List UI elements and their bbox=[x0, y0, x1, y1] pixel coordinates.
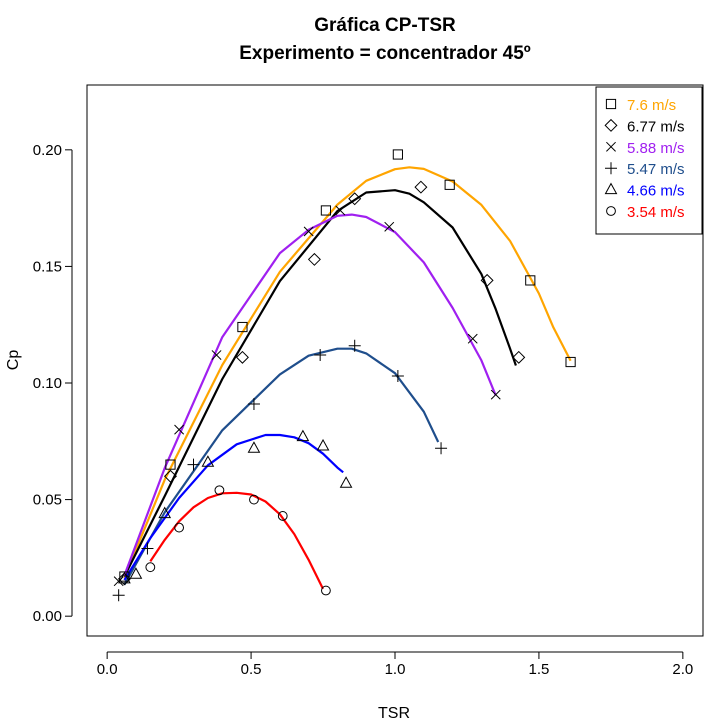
data-point-series-4 bbox=[187, 458, 200, 471]
legend-marker-5 bbox=[604, 182, 618, 195]
legend: 7.6 m/s 6.77 m/s 5.88 m/s 5.47 m/s 4.66 m/s 3… bbox=[595, 86, 703, 235]
y-axis-label: Cp bbox=[5, 350, 22, 371]
y-tick-label: 0.00 bbox=[33, 608, 62, 625]
data-point-series-5 bbox=[129, 567, 143, 579]
legend-box bbox=[595, 86, 703, 235]
data-point-series-1 bbox=[444, 179, 455, 190]
fit-curve-3 bbox=[123, 213, 497, 576]
data-point-series-2 bbox=[117, 572, 131, 586]
legend-label-3: 5.88 m/s bbox=[627, 140, 685, 157]
data-point-series-3 bbox=[467, 333, 478, 344]
y-tick-label: 0.05 bbox=[33, 492, 62, 509]
legend-marker-2 bbox=[604, 118, 618, 132]
data-point-series-2 bbox=[480, 273, 494, 287]
data-point-series-4 bbox=[391, 370, 404, 383]
legend-label-2: 6.77 m/s bbox=[627, 118, 685, 135]
data-point-series-1 bbox=[165, 459, 176, 470]
x-tick-label: 1.5 bbox=[528, 661, 549, 678]
fit-curve-2 bbox=[123, 189, 517, 577]
data-point-series-6 bbox=[249, 494, 259, 505]
legend-marker-1 bbox=[605, 98, 617, 110]
legend-label-5: 4.66 m/s bbox=[627, 183, 685, 200]
data-point-series-5 bbox=[158, 506, 172, 519]
data-point-series-3 bbox=[211, 350, 222, 360]
data-point-series-6 bbox=[214, 485, 225, 496]
data-point-series-2 bbox=[307, 252, 321, 266]
data-point-series-2 bbox=[414, 180, 428, 194]
data-point-series-2 bbox=[348, 192, 362, 206]
y-tick-label: 0.15 bbox=[33, 258, 62, 275]
y-tick-label: 0.10 bbox=[33, 375, 62, 392]
data-point-series-5 bbox=[339, 476, 353, 488]
x-tick-label: 0.5 bbox=[241, 661, 262, 678]
legend-marker-4 bbox=[605, 162, 617, 175]
plot-frame bbox=[86, 84, 704, 637]
data-point-series-3 bbox=[384, 221, 395, 232]
legend-label-1: 7.6 m/s bbox=[627, 97, 676, 114]
data-point-series-4 bbox=[314, 349, 327, 362]
x-tick-label: 1.0 bbox=[385, 661, 406, 678]
data-point-series-3 bbox=[303, 226, 314, 237]
data-point-series-1 bbox=[237, 321, 248, 333]
data-point-series-1 bbox=[392, 149, 403, 160]
x-tick-label: 0.0 bbox=[97, 661, 118, 678]
fit-curve-1 bbox=[123, 166, 572, 579]
y-tick-label: 0.20 bbox=[33, 142, 62, 159]
data-point-series-6 bbox=[277, 511, 288, 521]
legend-marker-6 bbox=[606, 206, 616, 216]
data-point-series-4 bbox=[348, 339, 361, 352]
fit-curve-5 bbox=[123, 433, 344, 581]
data-point-series-4 bbox=[247, 397, 260, 410]
legend-label-4: 5.47 m/s bbox=[627, 161, 685, 178]
data-point-series-5 bbox=[296, 429, 310, 442]
legend-marker-3 bbox=[606, 141, 616, 152]
legend-label-6: 3.54 m/s bbox=[627, 204, 685, 221]
data-point-series-3 bbox=[490, 389, 501, 400]
chart-subtitle: Experimento = concentrador 45º bbox=[239, 43, 531, 64]
fit-curve-6 bbox=[149, 491, 324, 590]
data-point-series-3 bbox=[335, 205, 346, 216]
data-point-series-1 bbox=[525, 275, 536, 286]
chart-title: Gráfica CP-TSR bbox=[314, 15, 456, 36]
data-point-series-6 bbox=[145, 562, 156, 573]
x-axis-label: TSR bbox=[378, 705, 410, 722]
data-point-series-6 bbox=[321, 585, 331, 596]
data-point-series-5 bbox=[201, 455, 215, 467]
data-point-series-6 bbox=[174, 522, 185, 533]
data-point-series-4 bbox=[141, 542, 154, 555]
fit-curve-4 bbox=[123, 347, 440, 586]
data-point-series-2 bbox=[163, 469, 177, 483]
data-point-series-4 bbox=[112, 589, 125, 602]
data-point-series-5 bbox=[247, 441, 261, 453]
data-point-series-2 bbox=[235, 350, 249, 364]
data-point-series-1 bbox=[565, 356, 576, 368]
data-point-series-5 bbox=[316, 438, 330, 451]
data-point-series-5 bbox=[118, 571, 131, 584]
data-point-series-4 bbox=[435, 442, 448, 455]
x-tick-label: 2.0 bbox=[672, 661, 693, 678]
data-point-series-3 bbox=[174, 424, 185, 435]
data-point-series-1 bbox=[320, 205, 332, 216]
data-point-series-2 bbox=[512, 350, 526, 364]
